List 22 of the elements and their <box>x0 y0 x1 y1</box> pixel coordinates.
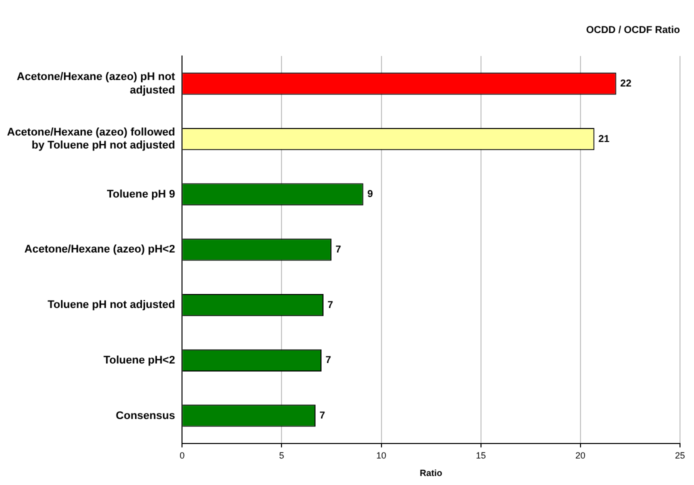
x-axis-title: Ratio <box>420 468 443 478</box>
y-tick-label: Consensus <box>116 410 176 422</box>
data-label: 21 <box>598 134 610 145</box>
data-label: 7 <box>335 244 342 256</box>
x-tick-label: 15 <box>476 450 486 460</box>
y-tick-label: Acetone/Hexane (azeo) pH not adjusted <box>16 71 176 96</box>
data-label: 9 <box>367 189 374 200</box>
y-tick-label: Toluene pH 9 <box>106 188 176 200</box>
y-tick-label: Toluene pH not adjusted <box>48 299 176 312</box>
chart-title: OCDD / OCDF Ratio <box>586 24 680 36</box>
y-tick-label: Acetone/Hexane (azeo) pH<2 <box>24 244 176 256</box>
data-label: 7 <box>327 300 334 311</box>
x-tick-label: 5 <box>279 450 284 460</box>
x-tick-label: 20 <box>575 450 586 460</box>
x-tick-label: 25 <box>674 450 686 460</box>
x-tick-label: 10 <box>376 450 386 460</box>
x-tick-label: 0 <box>180 450 185 460</box>
y-tick-label: Acetone/Hexane (azeo) followed by Toluene pH not adjusted <box>6 126 176 152</box>
data-label: 7 <box>326 355 332 366</box>
y-tick-label: Toluene pH<2 <box>103 354 176 366</box>
data-label: 7 <box>320 410 326 422</box>
data-label: 22 <box>620 78 632 90</box>
